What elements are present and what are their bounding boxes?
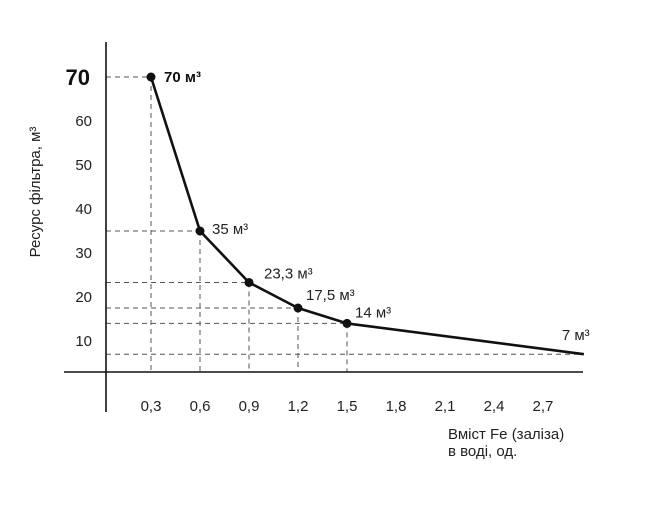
y-tick-label: 70	[66, 65, 90, 90]
x-tick-label: 0,3	[141, 398, 162, 415]
y-tick-label: 30	[75, 245, 92, 262]
y-tick-label: 10	[75, 333, 92, 350]
x-tick-label: 2,4	[484, 398, 505, 415]
data-label: 7 м³	[562, 327, 590, 344]
x-axis-title-line-2: в воді, од.	[448, 443, 517, 460]
x-tick-label: 0,6	[190, 398, 211, 415]
x-tick-label: 1,8	[386, 398, 407, 415]
y-tick-label: 20	[75, 289, 92, 306]
series	[146, 72, 584, 356]
axes	[64, 42, 583, 412]
data-label: 14 м³	[355, 304, 391, 321]
y-tick-label: 50	[75, 157, 92, 174]
data-point	[342, 318, 352, 328]
data-point	[244, 277, 254, 287]
data-point	[293, 303, 303, 313]
data-label: 35 м³	[212, 221, 248, 238]
data-point	[146, 72, 156, 82]
y-tick-label: 40	[75, 201, 92, 218]
y-axis-title: Ресурс фільтра, м³	[27, 127, 44, 258]
series-line	[149, 76, 584, 356]
data-label: 70 м³	[164, 69, 201, 86]
y-tick-labels: 10 20 30 40 50 60 70	[66, 65, 92, 350]
x-tick-labels: 0,3 0,6 0,9 1,2 1,5 1,8 2,1 2,4 2,7	[141, 398, 554, 415]
x-tick-label: 0,9	[239, 398, 260, 415]
x-tick-label: 2,1	[435, 398, 456, 415]
x-tick-label: 2,7	[533, 398, 554, 415]
x-axis-title-line-1: Вміст Fe (заліза)	[448, 426, 564, 443]
x-tick-label: 1,2	[288, 398, 309, 415]
x-tick-label: 1,5	[337, 398, 358, 415]
data-point	[195, 226, 205, 236]
data-label: 23,3 м³	[264, 265, 313, 282]
y-tick-label: 60	[75, 113, 92, 130]
data-label: 17,5 м³	[306, 287, 355, 304]
guide-lines	[106, 76, 584, 372]
